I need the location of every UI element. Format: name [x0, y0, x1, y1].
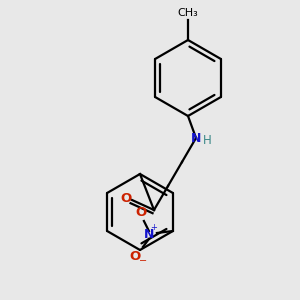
Text: N: N: [144, 227, 154, 241]
Text: N: N: [191, 131, 201, 145]
Text: −: −: [139, 256, 147, 266]
Text: O: O: [120, 193, 132, 206]
Text: +: +: [151, 224, 157, 232]
Text: H: H: [202, 134, 211, 146]
Text: O: O: [129, 250, 140, 262]
Text: CH₃: CH₃: [178, 8, 198, 18]
Text: O: O: [135, 206, 146, 220]
